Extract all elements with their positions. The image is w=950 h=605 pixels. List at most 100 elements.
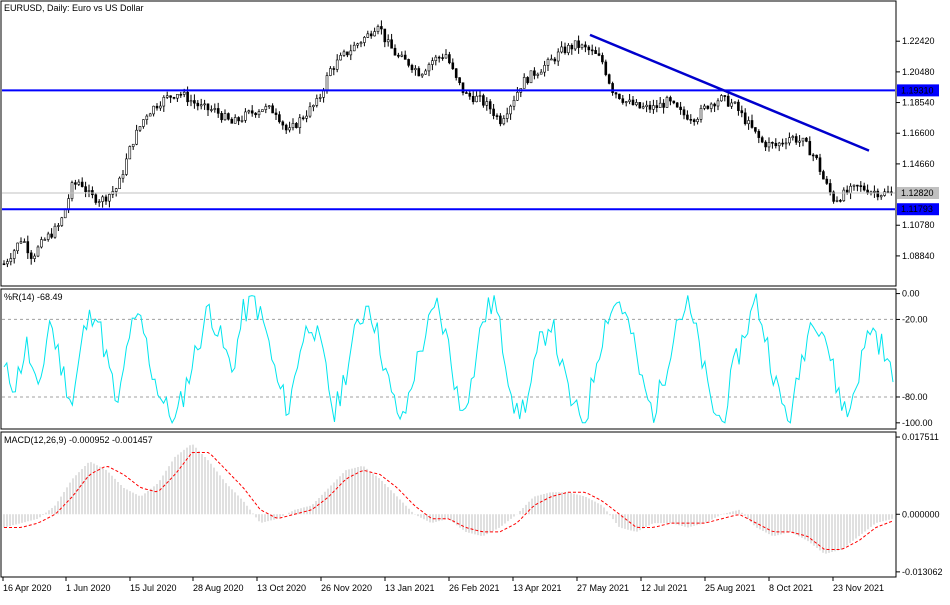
price-candle bbox=[199, 98, 203, 110]
candle-body bbox=[400, 54, 404, 57]
candle-body bbox=[560, 46, 563, 53]
candle-body bbox=[669, 97, 672, 102]
price-candle bbox=[189, 94, 193, 107]
candle-body bbox=[461, 82, 465, 93]
price-candle bbox=[329, 66, 332, 77]
price-candle bbox=[723, 95, 727, 102]
price-candle bbox=[216, 102, 220, 118]
price-candle bbox=[213, 103, 217, 113]
candle-body bbox=[271, 105, 274, 114]
candle-body bbox=[148, 113, 152, 117]
price-candle bbox=[12, 248, 16, 264]
price-candle bbox=[33, 253, 36, 263]
price-candle bbox=[516, 87, 519, 101]
price-candle bbox=[631, 96, 635, 106]
price-candle bbox=[152, 105, 155, 117]
candle-body bbox=[801, 137, 805, 142]
candle-body bbox=[196, 102, 200, 107]
candle-body bbox=[852, 184, 856, 187]
candle-body bbox=[730, 102, 733, 107]
candle-body bbox=[26, 241, 30, 254]
price-candle bbox=[505, 107, 509, 123]
price-candle bbox=[179, 91, 183, 98]
candle-body bbox=[179, 93, 183, 96]
candle-body bbox=[577, 40, 580, 48]
price-candle bbox=[590, 44, 594, 56]
price-candle bbox=[441, 53, 444, 61]
candle-body bbox=[580, 44, 584, 48]
price-candle bbox=[142, 119, 145, 129]
price-candle bbox=[410, 63, 414, 73]
candle-body bbox=[686, 114, 689, 120]
candle-body bbox=[101, 196, 104, 202]
x-tick-label: 27 May 2021 bbox=[577, 583, 629, 593]
price-candle bbox=[859, 181, 863, 192]
candle-body bbox=[584, 44, 587, 48]
candle-body bbox=[726, 95, 730, 107]
price-candle bbox=[288, 121, 291, 133]
candle-body bbox=[597, 53, 601, 56]
price-candle bbox=[499, 113, 502, 127]
x-tick-label: 23 Nov 2021 bbox=[833, 583, 884, 593]
price-candle bbox=[754, 127, 757, 134]
price-candle bbox=[43, 237, 47, 241]
candle-body bbox=[6, 261, 9, 265]
x-tick-label: 13 Apr 2021 bbox=[513, 583, 562, 593]
price-candle bbox=[87, 184, 91, 198]
price-candle bbox=[352, 41, 356, 52]
candle-body bbox=[526, 77, 529, 84]
candle-body bbox=[281, 121, 285, 126]
candle-body bbox=[315, 98, 319, 106]
price-candle bbox=[743, 108, 747, 126]
price-candle bbox=[46, 231, 50, 242]
price-candle bbox=[305, 110, 308, 123]
price-candle bbox=[284, 123, 288, 134]
candle-body bbox=[434, 56, 438, 61]
price-candle bbox=[26, 235, 30, 259]
candle-body bbox=[46, 233, 50, 240]
candle-body bbox=[288, 127, 291, 131]
price-candle bbox=[760, 135, 764, 144]
candle-body bbox=[77, 181, 81, 185]
price-candle bbox=[125, 153, 128, 176]
candle-body bbox=[308, 106, 312, 117]
price-candle bbox=[822, 169, 825, 180]
candle-body bbox=[529, 70, 533, 84]
candle-body bbox=[665, 97, 669, 108]
price-candle bbox=[811, 153, 815, 162]
x-tick-label: 15 Jul 2020 bbox=[130, 583, 177, 593]
candle-body bbox=[114, 188, 118, 192]
price-candle bbox=[264, 103, 268, 114]
candle-body bbox=[672, 100, 676, 104]
x-tick-label: 8 Oct 2021 bbox=[769, 583, 813, 593]
price-candle bbox=[648, 101, 652, 113]
candle-body bbox=[879, 195, 883, 198]
candle-body bbox=[570, 45, 574, 50]
price-candle bbox=[488, 99, 492, 114]
x-tick-label: 12 Jul 2021 bbox=[641, 583, 688, 593]
price-candle bbox=[618, 93, 621, 100]
current-price-badge bbox=[897, 186, 939, 199]
candle-body bbox=[733, 101, 737, 104]
candle-body bbox=[764, 141, 767, 148]
candle-body bbox=[410, 65, 414, 71]
price-candle bbox=[250, 105, 254, 117]
candle-body bbox=[162, 97, 166, 107]
price-candle bbox=[434, 54, 438, 66]
price-candle bbox=[223, 109, 227, 121]
x-tick-label: 26 Feb 2021 bbox=[449, 583, 500, 593]
price-candle bbox=[720, 94, 723, 102]
candle-body bbox=[448, 54, 451, 64]
candle-body bbox=[743, 112, 747, 125]
candle-body bbox=[444, 54, 448, 59]
candle-body bbox=[366, 33, 370, 38]
macd-y-tick-label: 0.000000 bbox=[902, 509, 940, 519]
price-candle bbox=[777, 141, 781, 152]
price-candle bbox=[6, 258, 9, 268]
candle-body bbox=[509, 105, 512, 115]
williams-y-tick-label: -20.00 bbox=[902, 314, 928, 324]
price-y-tick-label: 1.14660 bbox=[902, 159, 935, 169]
candle-body bbox=[267, 105, 271, 108]
candle-body bbox=[125, 158, 128, 175]
candle-body bbox=[658, 102, 662, 108]
